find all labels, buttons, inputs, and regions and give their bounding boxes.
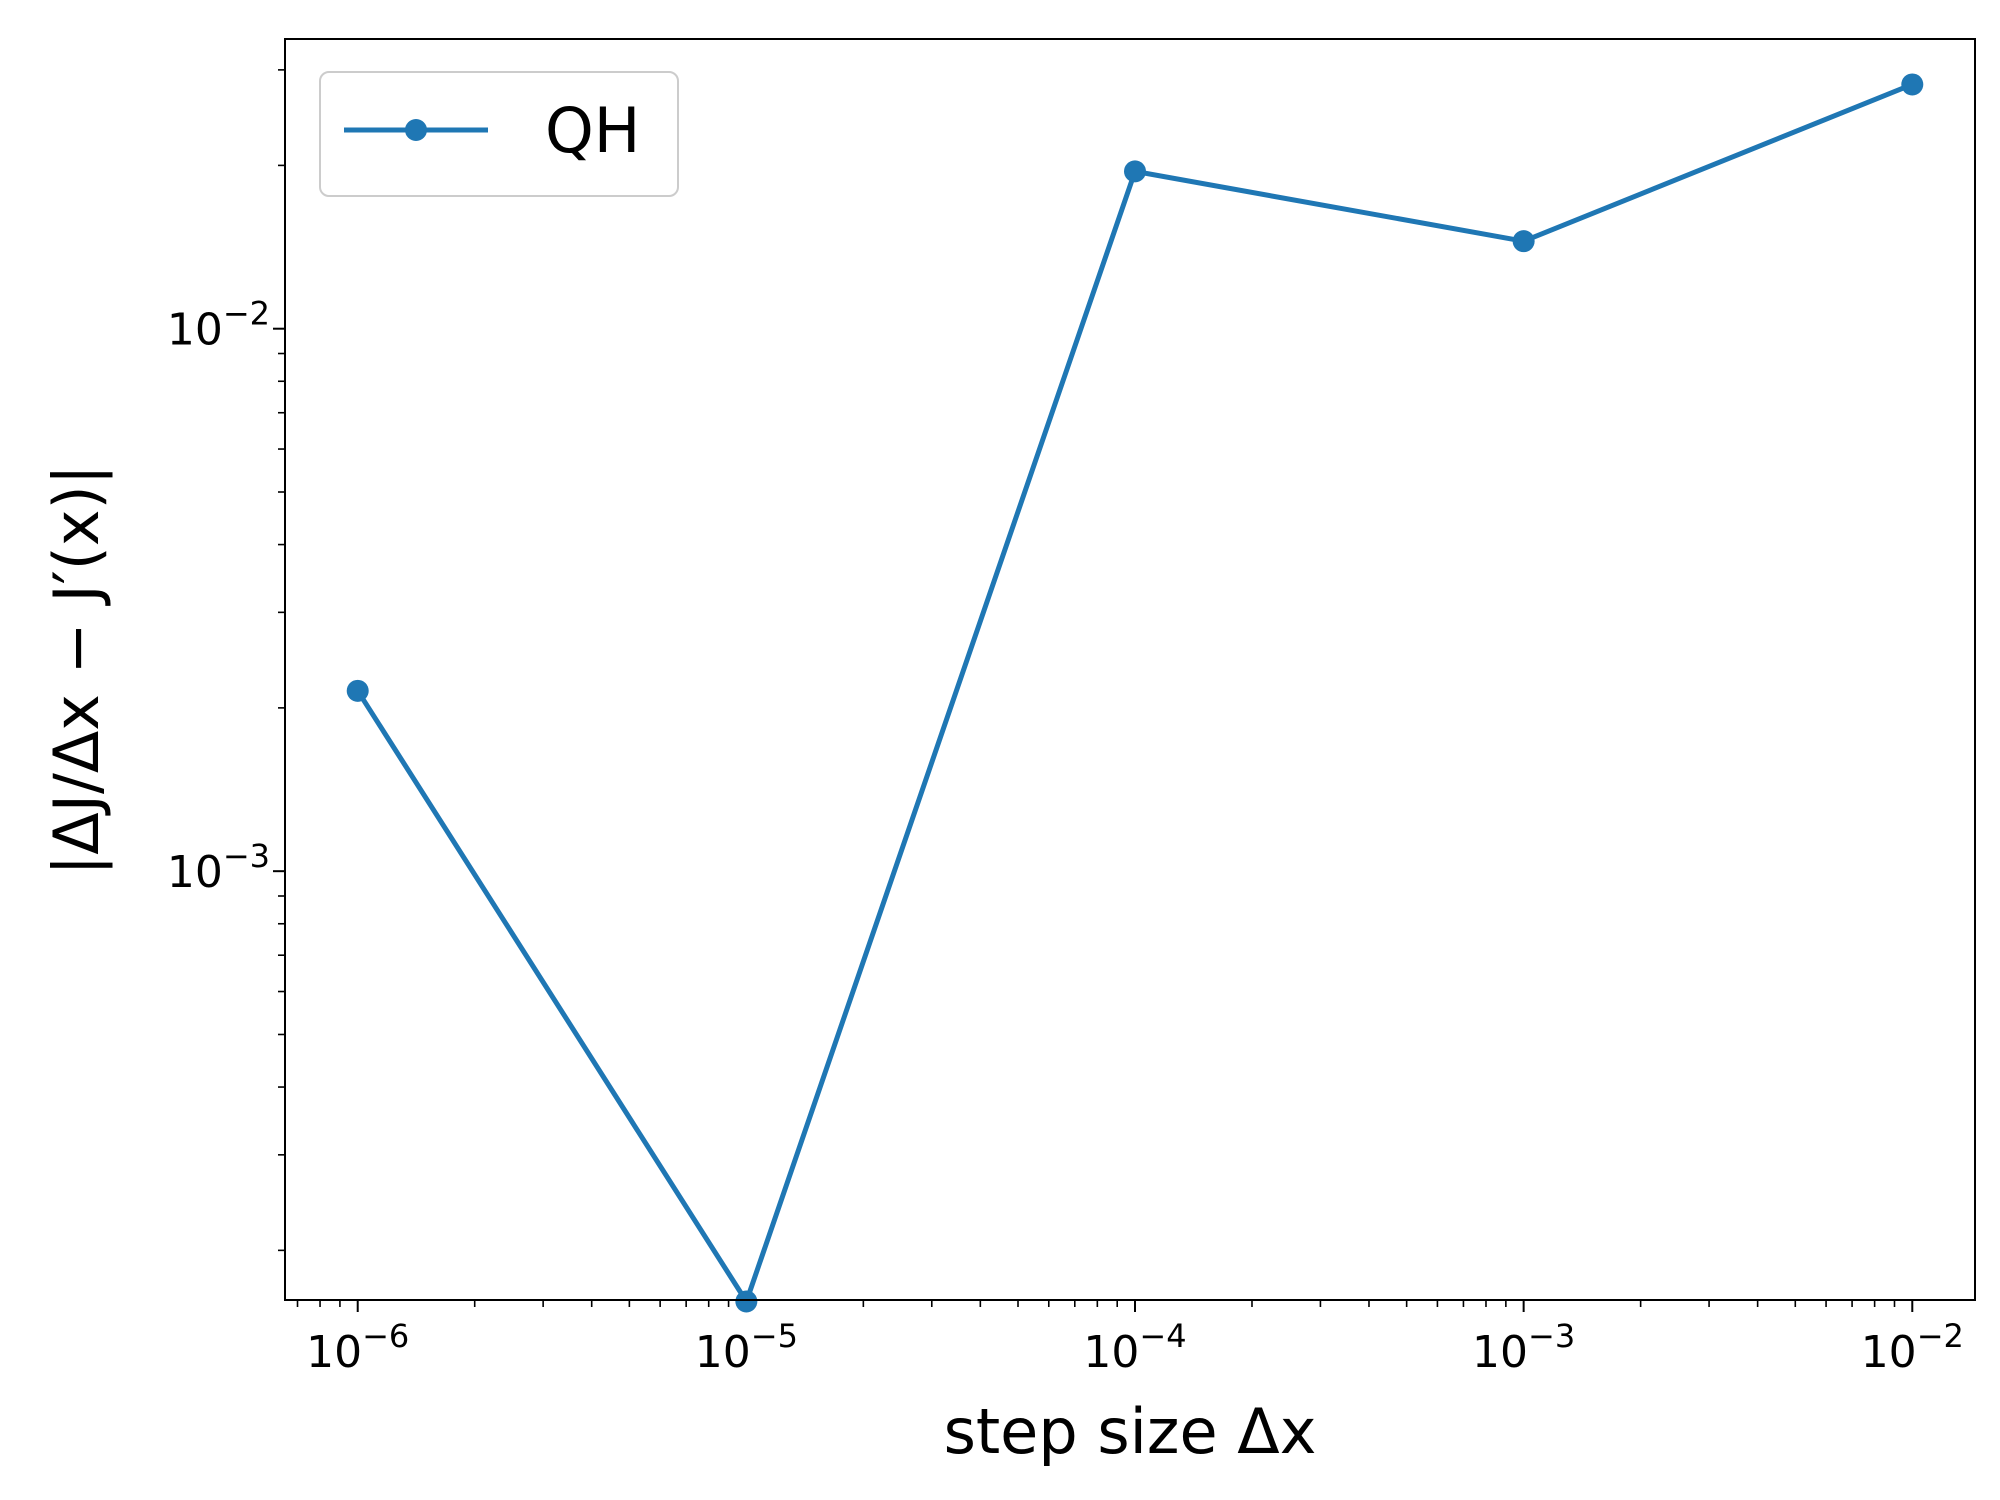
data-point — [1901, 73, 1924, 96]
series-layer — [346, 73, 1924, 1313]
x-tick-label: 10−3 — [1472, 1317, 1575, 1378]
y-tick-label: 10−2 — [167, 295, 270, 356]
tick-labels: 10−6 10−5 10−4 10−3 10−2 10−3 10−2 — [167, 295, 1964, 1378]
x-tick-label: 10−5 — [695, 1317, 798, 1378]
data-point — [1512, 230, 1535, 253]
major-ticks — [273, 327, 1914, 1312]
x-tick-label: 10−2 — [1861, 1317, 1964, 1378]
legend-marker-swatch — [405, 119, 427, 141]
legend-label-qh: QH — [545, 94, 640, 167]
legend-box — [319, 71, 679, 197]
y-tick-label: 10−3 — [167, 837, 270, 898]
y-axis-label: |ΔJ/Δx − J′(x)| — [40, 464, 114, 875]
data-point — [1123, 160, 1146, 183]
x-axis-label: step size Δx — [944, 1395, 1317, 1468]
minor-ticks — [278, 69, 1896, 1307]
plot-frame — [284, 38, 1976, 1301]
x-tick-label: 10−6 — [306, 1317, 409, 1378]
data-point — [346, 679, 369, 702]
legend: QH — [319, 71, 679, 197]
x-tick-label: 10−4 — [1083, 1317, 1186, 1378]
data-point — [735, 1290, 758, 1313]
